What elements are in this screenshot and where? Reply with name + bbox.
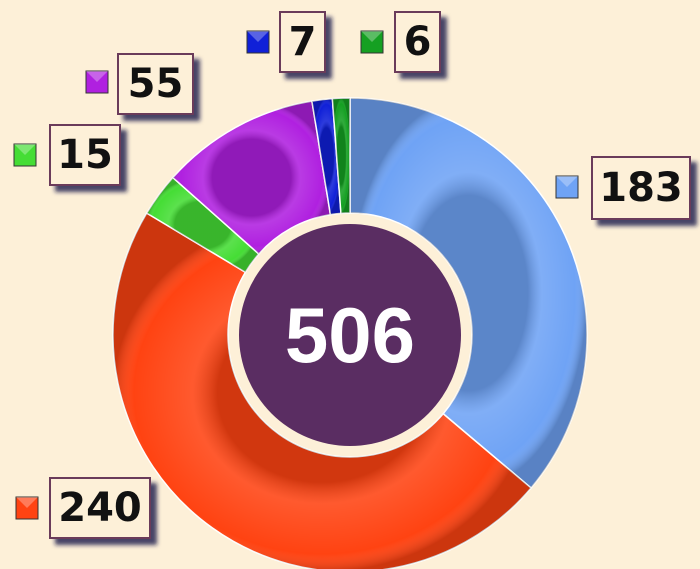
legend-marker-bevel [361, 31, 383, 42]
label-box [49, 477, 151, 539]
legend-marker [13, 143, 37, 167]
legend-marker [360, 30, 384, 54]
legend-marker [85, 70, 109, 94]
label-box [117, 53, 194, 115]
label-box [279, 11, 326, 73]
legend-marker-bevel [247, 31, 269, 42]
legend-marker-bevel [556, 176, 578, 187]
legend-marker [15, 496, 39, 520]
center-circle [239, 224, 461, 446]
labels: 183 240 15 55 7 6 [13, 11, 691, 539]
center-total: 506 [285, 291, 415, 379]
legend-marker [246, 30, 270, 54]
data-label: 15 [57, 132, 113, 178]
legend-marker-bevel [14, 144, 36, 155]
label-box [394, 11, 441, 73]
data-label: 240 [58, 485, 142, 531]
label-box [49, 124, 121, 186]
data-label: 183 [599, 165, 683, 211]
label-box [591, 156, 691, 220]
legend-marker [555, 175, 579, 199]
legend-marker-bevel [86, 71, 108, 82]
data-label: 6 [404, 19, 432, 65]
data-label: 7 [289, 19, 317, 65]
data-label: 55 [128, 61, 184, 107]
legend-marker-bevel [16, 497, 38, 508]
